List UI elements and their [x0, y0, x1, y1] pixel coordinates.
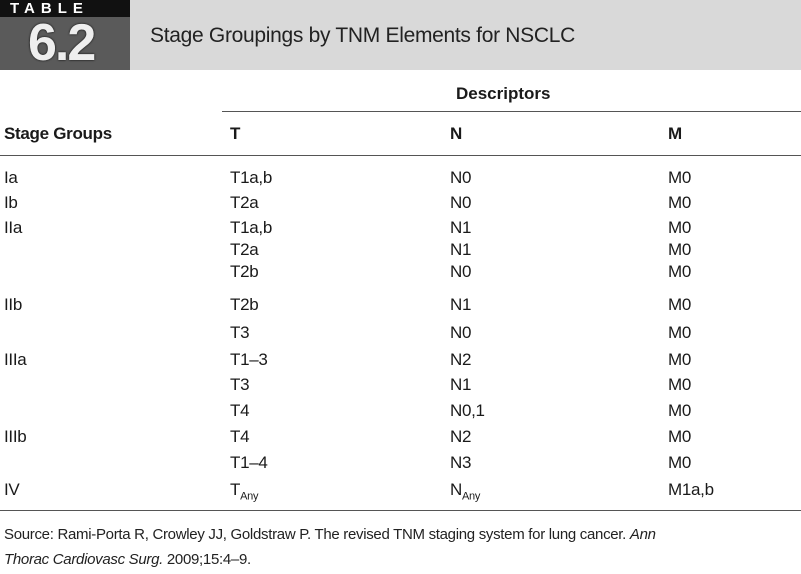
column-header: M [668, 124, 682, 143]
table-cell: T1–4 [230, 453, 268, 472]
cell-main: N [450, 480, 462, 499]
badge-strip [0, 0, 130, 17]
table-cell: M0 [668, 453, 692, 472]
cell-main: T [230, 480, 241, 499]
source-text: Ann [629, 526, 656, 543]
table-cell: IIb [4, 295, 23, 314]
group-header: Descriptors [456, 84, 551, 103]
table-cell: M0 [668, 401, 692, 420]
column-header: T [230, 124, 241, 143]
table-cell: M0 [668, 323, 692, 342]
table-cell: Ia [4, 168, 18, 187]
table-cell: M0 [668, 427, 692, 446]
table-cell: N1 [450, 295, 472, 314]
source-line: Thorac Cardiovasc Surg. 2009;15:4–9. [4, 551, 251, 568]
badge-label: TABLE [10, 0, 89, 17]
table-cell: IIIb [4, 427, 27, 446]
column-header: N [450, 124, 462, 143]
table-cell: M0 [668, 350, 692, 369]
table-cell: M0 [668, 218, 692, 237]
table-cell: N0 [450, 193, 472, 212]
table-cell: N3 [450, 453, 472, 472]
table-cell: N0 [450, 168, 472, 187]
table-cell: NAny [450, 480, 480, 502]
table-cell: T3 [230, 375, 250, 394]
cell-subscript: Any [461, 490, 481, 503]
table-cell: T4 [230, 401, 250, 420]
table-cell: M0 [668, 168, 692, 187]
source-text: Source: Rami-Porta R, Crowley JJ, Goldst… [4, 526, 630, 543]
table-cell: T1a,b [230, 168, 272, 187]
table-cell: IV [4, 480, 20, 499]
table-cell: N1 [450, 375, 472, 394]
table-cell: M0 [668, 240, 692, 259]
table-cell: IIIa [4, 350, 27, 369]
table-cell: T4 [230, 427, 250, 446]
table-cell: T2a [230, 193, 259, 212]
badge-number: 6.2 [28, 14, 96, 72]
table-cell: T2a [230, 240, 259, 259]
table-cell: N1 [450, 240, 472, 259]
table-cell: N2 [450, 350, 472, 369]
table-cell: M0 [668, 375, 692, 394]
source-line: Source: Rami-Porta R, Crowley JJ, Goldst… [4, 526, 656, 543]
table-cell: T2b [230, 295, 259, 314]
rule [0, 510, 801, 511]
table-cell: N0,1 [450, 401, 485, 420]
table-cell: M1a,b [668, 480, 714, 499]
table-cell: T1a,b [230, 218, 272, 237]
table-cell: T3 [230, 323, 250, 342]
table-cell: M0 [668, 193, 692, 212]
table-title: Stage Groupings by TNM Elements for NSCL… [150, 24, 575, 47]
table-cell: T1–3 [230, 350, 268, 369]
table-cell: N2 [450, 427, 472, 446]
table-cell: N0 [450, 323, 472, 342]
header-bar [130, 0, 801, 70]
column-header: Stage Groups [4, 124, 112, 143]
table-cell: T2b [230, 262, 259, 281]
source-text: Thorac Cardiovasc Surg. [4, 551, 164, 568]
table-cell: M0 [668, 262, 692, 281]
table-cell: M0 [668, 295, 692, 314]
rule [222, 111, 801, 112]
table-cell: N1 [450, 218, 472, 237]
table-cell: IIa [4, 218, 23, 237]
cell-subscript: Any [240, 490, 259, 503]
table-cell: TAny [230, 480, 258, 502]
source-text: 2009;15:4–9. [163, 551, 251, 568]
table-cell: N0 [450, 262, 472, 281]
rule [0, 155, 801, 156]
table-cell: Ib [4, 193, 18, 212]
